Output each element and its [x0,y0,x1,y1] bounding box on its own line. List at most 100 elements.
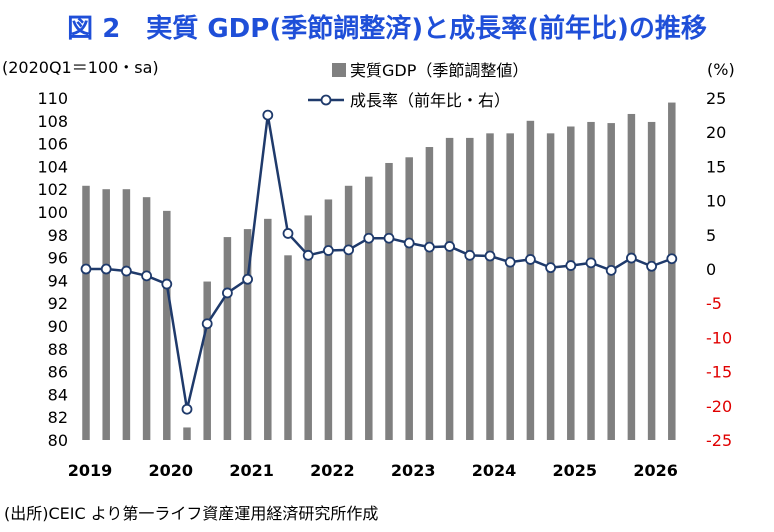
growth-rate-point [565,260,577,271]
growth-rate-point [626,252,637,264]
x-year-label: 2020 [149,461,194,480]
growth-rate-point [464,249,476,261]
growth-rate-point [504,256,516,268]
gdp-bar [486,133,494,440]
left-tick-label: 100 [37,203,68,222]
gdp-bar [183,427,191,440]
gdp-bar [385,162,393,441]
x-year-label: 2019 [68,461,113,480]
gdp-bar [163,210,171,440]
growth-rate-point [100,263,112,275]
left-tick-label: 82 [48,408,68,427]
gdp-bar [526,120,535,441]
x-year-label: 2026 [633,461,678,480]
right-tick-label: 15 [706,157,726,176]
gdp-bar [607,123,615,440]
left-tick-label: 80 [48,431,68,450]
x-year-label: 2023 [391,461,436,480]
left-tick-label: 106 [37,135,68,154]
growth-rate-point [585,257,597,269]
gdp-bar [223,237,232,440]
gdp-bar [647,121,656,440]
gdp-bar [405,157,413,440]
x-year-label: 2021 [229,461,274,480]
right-tick-label: -10 [706,328,732,347]
gdp-bar [284,255,292,440]
gdp-bar [243,229,252,440]
growth-rate-point [343,244,355,256]
gdp-bar [344,185,353,440]
growth-rate-point [545,262,556,274]
gdp-bar [203,281,211,440]
left-tick-label: 90 [48,317,68,336]
growth-rate-point [484,250,496,262]
growth-rate-point [525,254,536,265]
chart-title: 図 2 実質 GDP(季節調整済)と成長率(前年比)の推移 [67,14,707,44]
left-tick-label: 102 [37,180,68,199]
gdp-bar [567,126,575,440]
gdp-bar [587,121,595,440]
gdp-bar [627,113,636,441]
x-year-label: 2024 [472,461,517,480]
growth-rate-point [444,241,456,252]
growth-rate-point [605,264,617,276]
right-tick-label: -20 [706,397,732,416]
gdp-bar [365,176,373,440]
left-tick-label: 88 [48,340,68,359]
growth-rate-point [80,263,92,275]
growth-rate-point [121,265,132,277]
right-tick-label: 20 [706,123,726,142]
right-axis-label: (%) [707,60,735,79]
legend-line-label: 成長率（前年比・右） [350,91,510,110]
gdp-bar [324,199,333,440]
gdp-chart: (2020Q1＝100・sa) (%) 11010810610410210098… [2,58,735,480]
gdp-bar [264,218,272,440]
left-tick-label: 108 [37,112,68,131]
left-tick-label: 84 [48,385,68,404]
legend-bar-swatch [332,63,346,77]
left-axis-label: (2020Q1＝100・sa) [2,58,159,77]
growth-rate-point [302,249,314,261]
right-tick-label: 10 [706,192,726,211]
growth-rate-point [161,278,173,290]
gdp-bar [122,189,131,440]
right-tick-label: -5 [706,294,722,313]
gdp-bar [304,215,312,440]
right-tick-label: 5 [706,226,716,245]
gdp-bar [445,137,454,440]
gdp-bar [668,102,676,440]
gdp-bar [546,133,555,440]
x-year-label: 2025 [553,461,598,480]
right-tick-label: 25 [706,89,726,108]
growth-rate-point [221,287,233,299]
growth-rate-point [403,237,415,249]
growth-rate-point [322,245,334,256]
gdp-bar [82,185,90,440]
right-tick-label: 0 [706,260,716,279]
gdp-bar [425,147,434,440]
gdp-bar [142,197,151,440]
left-tick-label: 104 [37,157,68,176]
legend-line-marker [320,94,332,106]
left-tick-label: 94 [48,271,68,290]
growth-rate-point [423,241,435,253]
gdp-bar [506,133,514,440]
legend-bar-label: 実質GDP（季節調整値） [350,61,528,80]
gdp-bar [466,137,474,440]
left-tick-label: 86 [48,363,68,382]
growth-rate-line [86,113,673,411]
growth-rate-point [383,232,395,244]
growth-rate-point [141,270,153,282]
growth-rate-point [282,228,294,239]
x-year-label: 2022 [310,461,355,480]
source-note: (出所)CEIC より第一ライフ資産運用経済研究所作成 [4,504,379,523]
growth-rate-point [262,109,274,121]
gdp-bar [102,189,110,440]
right-tick-label: -25 [706,431,732,450]
growth-rate-point [666,253,678,265]
growth-rate-point [181,403,193,415]
left-tick-label: 110 [37,89,68,108]
left-tick-label: 96 [48,249,68,268]
left-tick-label: 92 [48,294,68,313]
growth-rate-point [363,232,375,244]
